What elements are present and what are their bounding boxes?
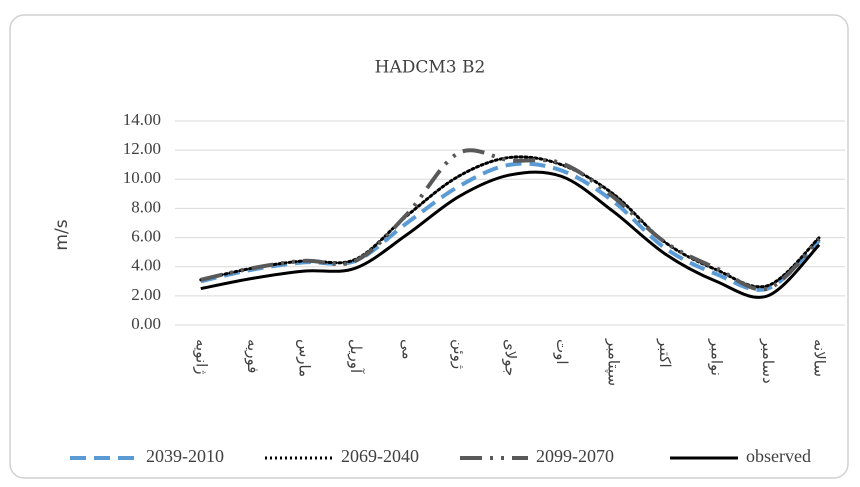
x-tick-label: جولای (502, 339, 520, 376)
y-tick-label: 14.00 (123, 110, 161, 129)
x-tick-label: آوریل (347, 339, 365, 374)
x-tick-label: فوریه (244, 339, 262, 373)
x-tick-label: می (398, 339, 416, 360)
y-tick-label: 4.00 (131, 256, 161, 275)
x-tick-label: اکتبر (656, 338, 674, 368)
y-tick-label: 12.00 (123, 139, 161, 158)
chart-frame (9, 14, 849, 479)
chart-title: HADCM3 B2 (375, 58, 486, 78)
y-tick-label: 2.00 (131, 285, 161, 304)
y-tick-label: 6.00 (131, 226, 161, 245)
x-tick-label: سپتامبر (604, 338, 623, 386)
y-axis-label: m/s (52, 219, 72, 250)
x-tick-label: نوامبر (708, 338, 726, 376)
series-line (200, 170, 821, 299)
series-line (200, 148, 821, 292)
x-tick-label: مارس (295, 339, 313, 377)
legend-label: 2039-2010 (146, 446, 224, 466)
x-tick-label: اوت (553, 339, 571, 365)
y-tick-label: 10.00 (123, 168, 161, 187)
y-tick-label: 8.00 (131, 197, 161, 216)
legend-label: 2069-2040 (341, 446, 419, 466)
x-tick-label: ژوئن (450, 339, 468, 369)
legend-label: observed (746, 446, 811, 466)
x-tick-label: سالانه (811, 339, 829, 377)
legend-label: 2099-2070 (536, 446, 614, 466)
x-tick-label: ژانویه (192, 339, 210, 375)
x-tick-label: دسامبر (759, 338, 777, 384)
y-tick-label: 0.00 (131, 314, 161, 333)
